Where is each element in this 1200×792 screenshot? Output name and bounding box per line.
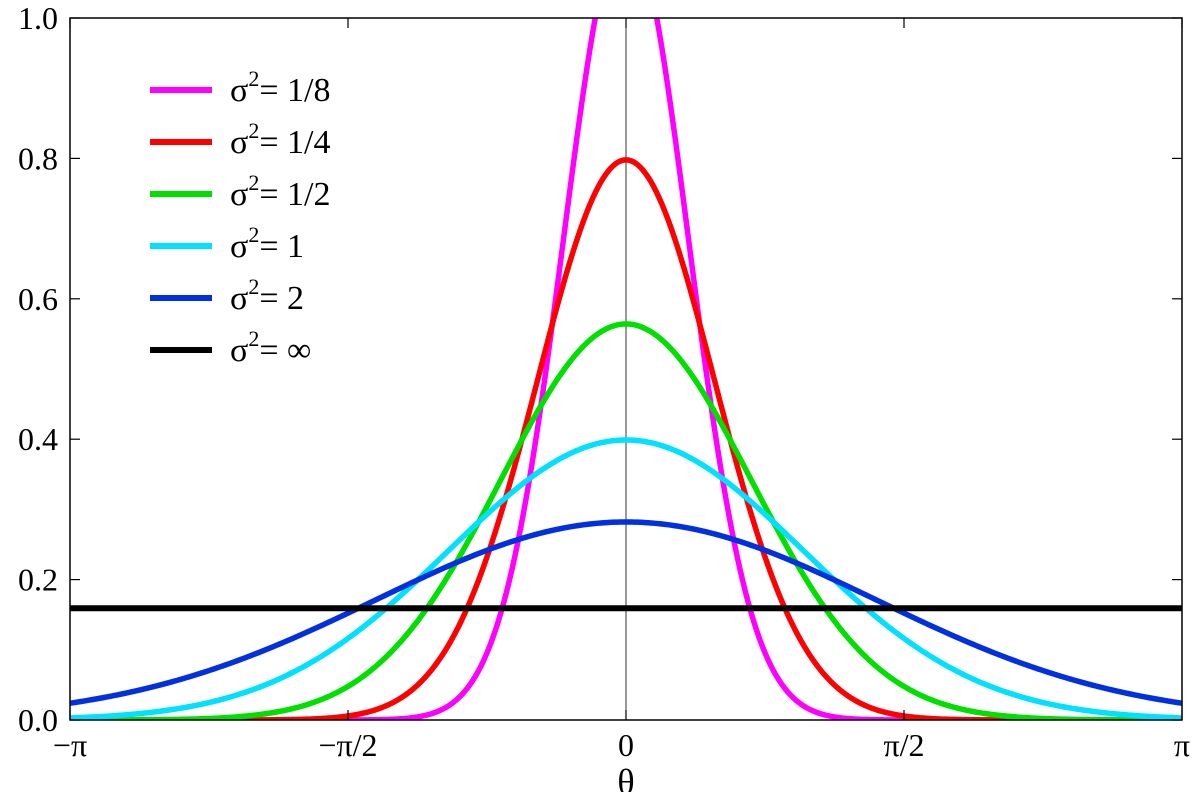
x-tick-label: π/2 (883, 727, 924, 763)
x-tick-label: 0 (618, 727, 634, 763)
x-axis-label: θ (617, 762, 634, 792)
y-tick-label: 0.2 (18, 562, 58, 598)
y-tick-label: 0.6 (18, 281, 58, 317)
gaussian-curves-chart: −π −π/2 0 π/2 π 0.0 0.2 0.4 0.6 0.8 1.0 θ σ2= 1/8 σ2=… (0, 0, 1200, 792)
y-tick-label: 1.0 (18, 0, 58, 36)
legend-label: σ2= 1/8 (230, 66, 330, 109)
x-tick-label: π (1174, 727, 1190, 763)
legend-label: σ2= 1 (230, 222, 304, 265)
legend-label: σ2= ∞ (230, 326, 311, 369)
x-tick-label: −π/2 (318, 727, 377, 763)
legend-label: σ2= 1/4 (230, 118, 330, 161)
legend-label: σ2= 1/2 (230, 170, 330, 213)
legend-label: σ2= 2 (230, 274, 304, 317)
y-tick-label: 0.8 (18, 140, 58, 176)
y-tick-label: 0.0 (18, 702, 58, 738)
y-tick-label: 0.4 (18, 421, 58, 457)
x-tick-label: −π (53, 727, 87, 763)
chart-container: −π −π/2 0 π/2 π 0.0 0.2 0.4 0.6 0.8 1.0 θ σ2= 1/8 σ2=… (0, 0, 1200, 792)
